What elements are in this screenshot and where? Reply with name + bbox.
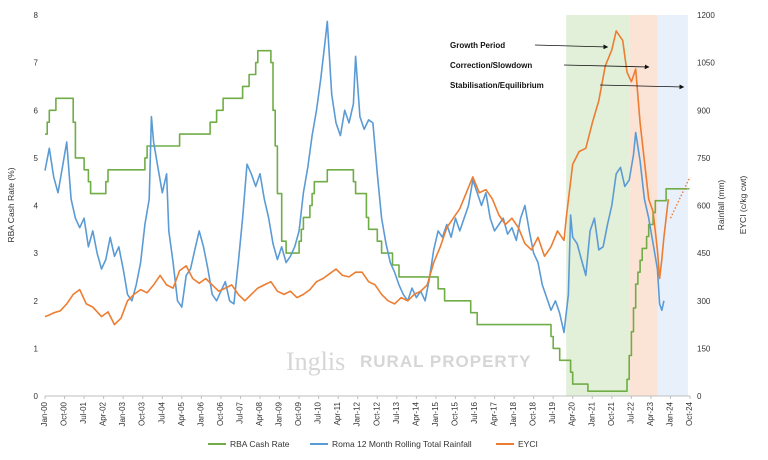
legend: RBA Cash Rate Roma 12 Month Rolling Total… <box>208 439 538 449</box>
x-tick-label: Oct-21 <box>607 401 616 426</box>
y-right-tick-label: 300 <box>697 297 711 306</box>
y-right-tick-label: 600 <box>697 202 711 211</box>
x-tick-label: Apr-05 <box>177 401 186 426</box>
y-left-tick-label: 8 <box>34 11 39 20</box>
annotation-arrow-3 <box>599 84 685 90</box>
x-tick-label: Jan-24 <box>665 401 674 426</box>
annotation-label-1: Growth Period <box>450 41 505 50</box>
legend-label-1: RBA Cash Rate <box>230 439 290 449</box>
x-tick-label: Apr-02 <box>99 401 108 426</box>
phase-band-3 <box>657 15 688 396</box>
x-tick-label: Apr-11 <box>333 401 342 425</box>
y-left-tick-label: 7 <box>34 59 39 68</box>
y-right-tick-label: 1050 <box>697 59 715 68</box>
annotation-arrow-1 <box>534 44 609 50</box>
legend-label-3: EYCI <box>518 439 538 449</box>
x-tick-label: Apr-17 <box>490 401 499 426</box>
x-tick-label: Jul-16 <box>470 401 479 423</box>
x-tick-label: Oct-15 <box>450 401 459 426</box>
y-right-tick-label: 1200 <box>697 11 715 20</box>
x-tick-label: Oct-06 <box>216 401 225 426</box>
watermark-main: Inglis <box>286 347 345 376</box>
annotation-arrow-2 <box>563 64 650 70</box>
watermark: Inglis RURAL PROPERTY <box>286 347 531 376</box>
x-tick-label: Jan-03 <box>118 401 127 426</box>
x-tick-label: Jul-10 <box>314 401 323 423</box>
x-tick-label: Jan-21 <box>587 401 596 426</box>
y-left-tick-label: 3 <box>34 249 39 258</box>
x-tick-label: Oct-24 <box>685 401 694 426</box>
series-line-rba-cash-rate <box>45 49 688 392</box>
x-tick-label: Oct-18 <box>529 401 538 426</box>
x-tick-label: Jan-00 <box>40 401 49 426</box>
y-right-tick-label: 150 <box>697 344 711 353</box>
legend-label-2: Roma 12 Month Rolling Total Rainfall <box>332 439 472 449</box>
y-left-tick-label: 6 <box>34 106 39 115</box>
series-lines <box>44 20 691 392</box>
y-left-tick-label: 0 <box>34 392 39 401</box>
x-tick-label: Oct-00 <box>60 401 69 426</box>
y-left-tick-label: 2 <box>34 297 39 306</box>
watermark-sub: RURAL PROPERTY <box>360 352 531 371</box>
series-line-eyci-trend <box>669 176 691 219</box>
x-tick-label: Jul-07 <box>235 401 244 423</box>
y-right-tick-label: 450 <box>697 249 711 258</box>
annotation-label-3: Stabilisation/Equilibrium <box>450 81 544 90</box>
y-left-ticks: 0 1 2 3 4 5 6 7 8 <box>34 11 39 401</box>
y-right-outer-axis-title: EYCI (c/kg cwt) <box>738 176 748 235</box>
y-right-tick-label: 0 <box>697 392 702 401</box>
x-tick-label: Jan-18 <box>509 401 518 426</box>
y-left-tick-label: 5 <box>34 154 39 163</box>
x-tick-label: Jan-09 <box>275 401 284 426</box>
series-line-eyci <box>44 30 670 326</box>
annotations: Growth Period Correction/Slowdown Stabilis… <box>450 41 685 90</box>
phase-band-1 <box>566 15 630 396</box>
y-left-tick-label: 1 <box>34 344 39 353</box>
series-line-roma-12-month-rolling-total-rainfall <box>44 20 665 334</box>
y-left-tick-label: 4 <box>34 202 39 211</box>
x-tick-label: Apr-20 <box>568 401 577 426</box>
x-tick-label: Oct-12 <box>372 401 381 426</box>
x-tick-label: Jan-12 <box>353 401 362 426</box>
x-tick-label: Apr-23 <box>646 401 655 426</box>
y-right-inner-axis-title: Rainfall (mm) <box>716 180 726 231</box>
x-tick-label: Jan-06 <box>196 401 205 426</box>
phase-band-2 <box>629 15 658 396</box>
y-right-tick-label: 750 <box>697 154 711 163</box>
x-ticks: Jan-00 Oct-00 Jul-01 Apr-02 Jan-03 Oct-03 Jul-… <box>40 396 694 426</box>
x-tick-label: Oct-09 <box>294 401 303 426</box>
x-tick-label: Jul-04 <box>157 401 166 423</box>
x-tick-label: Jul-13 <box>392 401 401 423</box>
annotation-label-2: Correction/Slowdown <box>450 61 532 70</box>
phase-bands <box>566 15 688 396</box>
x-tick-label: Jul-01 <box>79 401 88 423</box>
x-tick-label: Jan-15 <box>431 401 440 426</box>
x-tick-label: Jul-22 <box>626 401 635 423</box>
x-tick-label: Jul-19 <box>548 401 557 423</box>
x-tick-label: Apr-14 <box>411 401 420 426</box>
x-tick-label: Apr-08 <box>255 401 264 426</box>
x-tick-label: Oct-03 <box>138 401 147 426</box>
y-left-axis-title: RBA Cash Rate (%) <box>6 167 16 242</box>
y-right-tick-label: 900 <box>697 106 711 115</box>
y-right-ticks: 0 150 300 450 600 750 900 1050 1200 <box>697 11 715 401</box>
